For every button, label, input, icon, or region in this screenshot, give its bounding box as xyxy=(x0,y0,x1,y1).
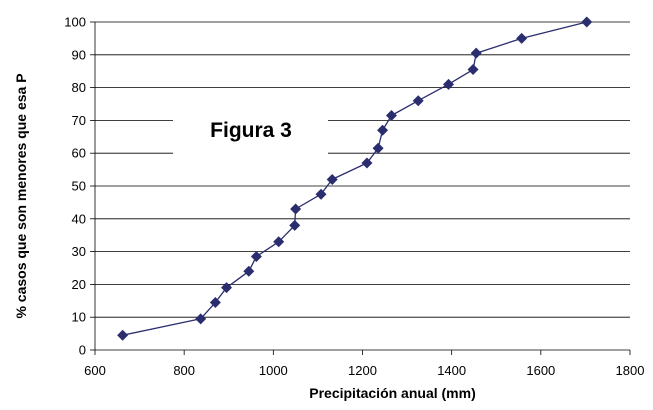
gridlines xyxy=(95,21,630,318)
data-point-1 xyxy=(195,313,207,325)
y-tick-label-80: 80 xyxy=(72,80,86,95)
y-tick-label-30: 30 xyxy=(72,244,86,259)
data-point-17 xyxy=(467,64,479,76)
data-point-3 xyxy=(221,282,233,294)
y-tick-label-90: 90 xyxy=(72,47,86,62)
x-tick-label-1000: 1000 xyxy=(259,363,288,378)
data-point-10 xyxy=(326,173,338,185)
x-tick-label-1200: 1200 xyxy=(348,363,377,378)
x-tick-label-1400: 1400 xyxy=(437,363,466,378)
x-tick-label-1600: 1600 xyxy=(526,363,555,378)
data-point-19 xyxy=(516,32,528,44)
data-point-14 xyxy=(385,109,397,121)
data-point-5 xyxy=(250,251,262,263)
annotation-background xyxy=(173,100,328,160)
y-tick-label-10: 10 xyxy=(72,310,86,325)
data-point-11 xyxy=(361,157,373,169)
x-tick-label-600: 600 xyxy=(84,363,106,378)
data-point-13 xyxy=(377,124,389,136)
data-point-7 xyxy=(289,219,301,231)
x-axis-title: Precipitación anual (mm) xyxy=(309,385,475,401)
annotation-group: Figura 3 xyxy=(173,100,328,160)
y-tick-label-60: 60 xyxy=(72,146,86,161)
series-group xyxy=(117,16,593,341)
data-point-16 xyxy=(443,78,455,90)
series-line xyxy=(122,21,587,336)
data-point-4 xyxy=(243,265,255,277)
y-tick-label-100: 100 xyxy=(64,15,86,30)
data-point-9 xyxy=(315,188,327,200)
y-tick-label-70: 70 xyxy=(72,113,86,128)
y-tick-label-20: 20 xyxy=(72,277,86,292)
x-tick-label-800: 800 xyxy=(173,363,195,378)
data-point-15 xyxy=(412,95,424,107)
data-point-18 xyxy=(470,47,482,59)
y-axis-title: % casos que son menores que esa P xyxy=(13,73,29,318)
data-point-8 xyxy=(290,203,302,215)
y-tick-label-40: 40 xyxy=(72,211,86,226)
data-point-6 xyxy=(273,236,285,248)
data-point-0 xyxy=(117,329,129,341)
data-point-2 xyxy=(209,296,221,308)
x-tick-label-1800: 1800 xyxy=(616,363,645,378)
data-point-20 xyxy=(581,16,593,28)
data-point-12 xyxy=(372,142,384,154)
y-tick-label-0: 0 xyxy=(79,343,86,358)
y-tick-label-50: 50 xyxy=(72,179,86,194)
annotation-figura-3: Figura 3 xyxy=(210,119,292,142)
axes: 0 10 20 30 40 50 60 70 80 90 100 600 800 1000 1200 1400… xyxy=(64,15,644,379)
